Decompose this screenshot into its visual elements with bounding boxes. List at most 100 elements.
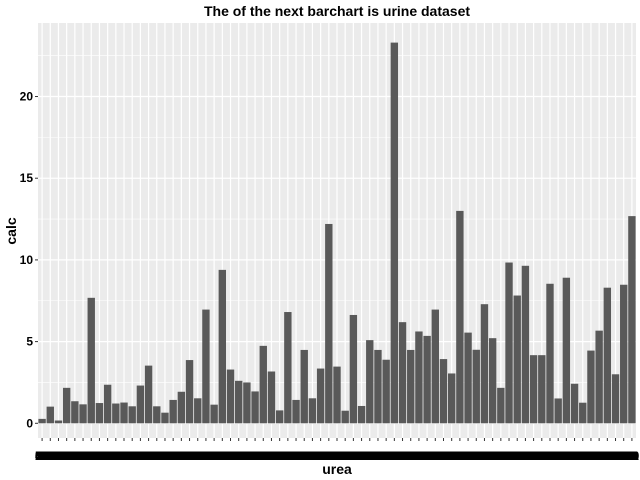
x-tick-label: 3: [226, 449, 233, 463]
x-tick-label: 7: [237, 449, 244, 463]
x-tick-label: 4: [87, 449, 94, 463]
x-tick-label: 5: [275, 449, 282, 463]
x-tick-label: 6: [401, 449, 408, 463]
x-tick-label: 1: [80, 449, 87, 463]
x-tick-label: 4: [238, 449, 245, 463]
x-tick-label: 9: [411, 449, 418, 463]
x-tick-label: 3: [460, 449, 467, 463]
x-tick-label: 0: [371, 449, 378, 463]
x-tick-label: 3: [59, 449, 66, 463]
x-tick-label: 7: [88, 449, 95, 463]
x-tick-label: 9: [295, 449, 302, 463]
x-tick-label: 0: [298, 449, 305, 463]
x-tick-label: 5: [161, 449, 168, 463]
x-tick-label: 1: [385, 449, 392, 463]
x-tick-label: 6: [86, 449, 93, 463]
x-tick-label: 4: [267, 449, 274, 463]
x-tick-label: 7: [230, 449, 237, 463]
x-tick-label: 5: [61, 449, 68, 463]
x-tick-label: 4: [88, 449, 95, 463]
x-tick-label: 9: [431, 449, 438, 463]
x-tick-label: 2: [180, 449, 187, 463]
x-tick-label: 1: [458, 449, 465, 463]
x-tick-label: 1: [509, 449, 516, 463]
x-tick-label: 9: [309, 449, 316, 463]
x-tick-label: 9: [116, 449, 123, 463]
x-tick-label: 1: [509, 449, 516, 463]
x-tick-label: 1: [35, 449, 42, 463]
x-tick-label: 5: [534, 449, 541, 463]
x-tick-label: 5: [520, 449, 527, 463]
x-tick-label: 8: [267, 449, 274, 463]
x-tick-label: 5: [102, 449, 109, 463]
x-tick-label: 9: [74, 449, 81, 463]
x-tick-label: 9: [230, 449, 237, 463]
x-tick-label: 3: [80, 449, 87, 463]
x-tick-label: 2: [305, 449, 312, 463]
x-tick-label: 6: [176, 449, 183, 463]
x-tick-label: 6: [324, 449, 331, 463]
x-tick-label: 6: [59, 449, 66, 463]
x-tick-label: 7: [48, 449, 55, 463]
x-tick-label: 6: [490, 449, 497, 463]
x-tick-label: 2: [209, 449, 216, 463]
x-tick-label: 5: [220, 449, 227, 463]
x-tick-label: 9: [279, 449, 286, 463]
x-tick-label: 7: [176, 449, 183, 463]
x-tick-label: 6: [46, 449, 53, 463]
x-tick-label: 6: [541, 449, 548, 463]
x-tick-label: 4: [367, 449, 374, 463]
x-tick-label: 2: [356, 449, 363, 463]
x-tick-label: 8: [510, 449, 517, 463]
x-tick-label: 9: [90, 449, 97, 463]
x-tick-label: 0: [173, 449, 180, 463]
x-tick-label: 4: [540, 449, 547, 463]
x-tick-label: 0: [196, 449, 203, 463]
x-tick-label: 8: [399, 449, 406, 463]
x-tick-label: 0: [54, 449, 61, 463]
x-tick-label: 1: [339, 449, 346, 463]
x-tick-label: 6: [321, 449, 328, 463]
x-tick-label: 0: [517, 449, 524, 463]
x-tick-label: 2: [67, 449, 74, 463]
x-tick-label: 7: [272, 449, 279, 463]
x-tick-label: 8: [499, 449, 506, 463]
x-tick-label: 1: [295, 449, 302, 463]
x-tick-label: 6: [175, 449, 182, 463]
x-tick-label: 1: [48, 449, 55, 463]
x-tick-label: 9: [439, 449, 446, 463]
x-tick-label: 9: [357, 449, 364, 463]
x-tick-label: 4: [428, 449, 435, 463]
x-tick-label: 8: [179, 449, 186, 463]
x-tick-label: 1: [465, 449, 472, 463]
x-tick-label: 8: [309, 449, 316, 463]
x-tick-label: 9: [219, 449, 226, 463]
x-tick-label: 7: [536, 449, 543, 463]
x-tick-label: 0: [290, 449, 297, 463]
x-tick-label: 2: [186, 449, 193, 463]
x-tick-label: 1: [469, 449, 476, 463]
x-tick-label: 6: [449, 449, 456, 463]
x-tick-label: 8: [500, 449, 507, 463]
x-tick-label: 5: [281, 449, 288, 463]
x-tick-label: 4: [489, 449, 496, 463]
x-tick-label: 2: [45, 449, 52, 463]
x-tick-label: 2: [51, 449, 58, 463]
x-tick-label: 3: [244, 449, 251, 463]
x-tick-label: 3: [430, 449, 437, 463]
x-tick-label: 9: [177, 449, 184, 463]
x-tick-label: 4: [277, 449, 284, 463]
x-tick-label: 9: [348, 449, 355, 463]
x-tick-label: 6: [191, 449, 198, 463]
x-tick-label: 3: [51, 449, 58, 463]
x-tick-label: 0: [194, 449, 201, 463]
x-tick-label: 0: [192, 449, 199, 463]
x-tick-label: 6: [474, 449, 481, 463]
x-tick-label: 6: [172, 449, 179, 463]
x-tick-label: 2: [171, 449, 178, 463]
x-tick-label: 3: [65, 449, 72, 463]
bar: [292, 399, 300, 424]
x-tick-label: 2: [552, 449, 559, 463]
x-tick-label: 4: [152, 449, 159, 463]
x-tick-label: 5: [128, 449, 135, 463]
